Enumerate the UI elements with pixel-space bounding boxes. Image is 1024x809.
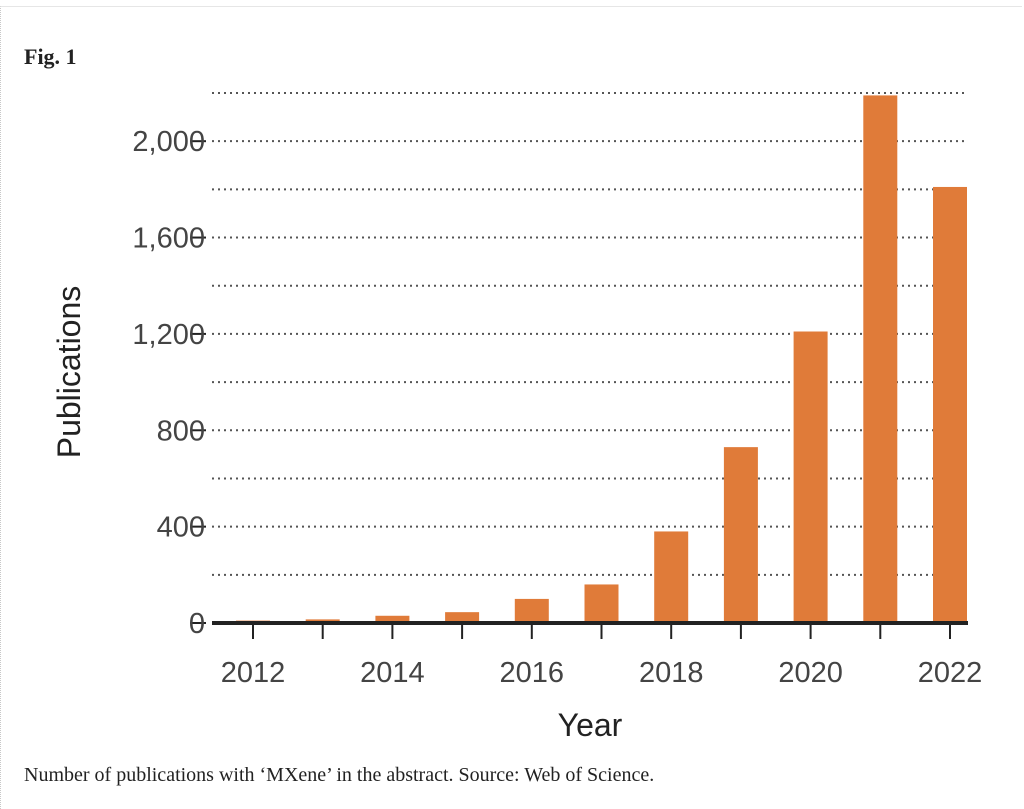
bar-2022 xyxy=(933,186,967,624)
y-axis-title: Publications xyxy=(51,286,87,459)
y-tick-label: 0 xyxy=(189,608,205,640)
y-tick-label: 1,600 xyxy=(132,223,205,255)
bar-2016 xyxy=(514,598,549,623)
bar-2014 xyxy=(375,615,410,623)
bar-2020 xyxy=(793,331,828,623)
x-tick-label: 2012 xyxy=(221,657,286,689)
x-axis-title: Year xyxy=(558,707,623,743)
bar-2018 xyxy=(654,531,689,623)
axes: 0 400 800 1,200 1,600 2,000 2012 2014 2016 2018 20… xyxy=(132,126,982,689)
bar-2017 xyxy=(584,584,619,623)
figure-frame xyxy=(0,6,1022,809)
x-tick-label: 2018 xyxy=(639,657,704,689)
x-tick-label: 2022 xyxy=(918,657,983,689)
x-tick-label: 2016 xyxy=(500,657,565,689)
figure-label: Fig. 1 xyxy=(24,44,77,69)
y-tick-label: 2,000 xyxy=(132,126,205,158)
x-tick-label: 2014 xyxy=(360,657,425,689)
bar-2021 xyxy=(863,95,898,624)
y-tick-label: 800 xyxy=(157,415,205,447)
y-tick-label: 400 xyxy=(157,512,205,544)
gridlines xyxy=(212,92,968,576)
y-tick-label: 1,200 xyxy=(132,319,205,351)
bars xyxy=(236,95,967,624)
figure-caption: Number of publications with ‘MXene’ in t… xyxy=(24,764,655,786)
bar-2015 xyxy=(445,612,480,623)
x-tick-label: 2020 xyxy=(778,657,843,689)
bar-2019 xyxy=(723,447,758,623)
